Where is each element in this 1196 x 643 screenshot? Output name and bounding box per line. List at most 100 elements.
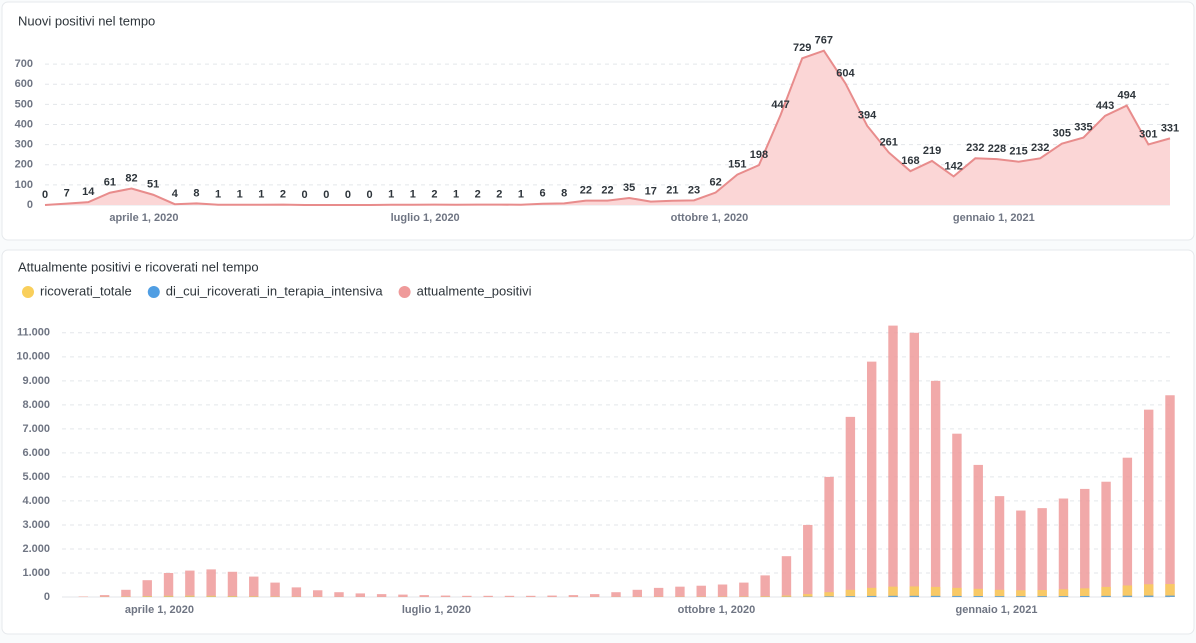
bar [1080,489,1089,597]
bar [952,588,961,597]
bar [888,587,897,597]
data-label: 215 [1009,146,1027,158]
data-label: 21 [666,185,678,197]
data-label: 23 [688,184,700,196]
y-tick-label: 500 [15,98,33,110]
data-label: 1 [215,189,221,201]
legend-label: attualmente_positivi [417,283,532,298]
bar [782,596,791,597]
y-tick-label: 100 [15,179,33,191]
data-label: 1 [388,189,394,201]
bar [1080,588,1089,597]
bar [824,596,833,597]
data-label: 2 [431,189,437,201]
bar [803,594,812,597]
y-tick-label: 4.000 [22,495,50,507]
y-tick-label: 11.000 [17,327,50,339]
bar [462,596,471,597]
data-label: 0 [323,189,329,201]
bar [1123,596,1132,597]
x-tick-label: gennaio 1, 2021 [953,212,1035,224]
data-label: 4 [172,188,179,200]
bar [633,590,642,597]
bar [760,575,769,597]
bar [1144,596,1153,597]
bar [547,596,556,597]
data-label: 2 [475,189,481,201]
y-tick-label: 10.000 [16,351,50,363]
bar [846,590,855,597]
bar [121,590,130,597]
data-label: 2 [496,189,502,201]
bar [1165,596,1174,597]
bar [143,580,152,597]
data-label: 494 [1118,89,1137,101]
data-label: 14 [82,186,95,198]
bar [1016,590,1025,597]
x-tick-label: aprile 1, 2020 [125,604,194,616]
bar [888,596,897,597]
data-label: 8 [561,187,567,199]
data-label: 394 [858,110,877,122]
bar [974,596,983,597]
data-label: 1 [237,189,243,201]
chart-title: Nuovi positivi nel tempo [18,13,155,28]
bar [1165,395,1174,597]
data-label: 305 [1053,128,1071,140]
data-label: 22 [580,184,592,196]
bar [803,525,812,597]
data-label: 51 [147,179,159,191]
data-label: 0 [302,189,308,201]
legend-label: di_cui_ricoverati_in_terapia_intensiva [166,283,384,298]
data-label: 232 [966,142,984,154]
bar [1037,596,1046,597]
bar [505,596,514,597]
y-tick-label: 0 [27,199,33,211]
bar [931,596,940,597]
y-tick-label: 2.000 [22,543,50,555]
bar [931,381,940,597]
bar [526,596,535,597]
legend-marker [148,286,160,298]
y-tick-label: 8.000 [22,399,50,411]
bar [952,596,961,597]
bar [398,595,407,597]
bar [867,596,876,597]
x-tick-label: luglio 1, 2020 [391,212,460,224]
bar [1059,499,1068,597]
x-tick-label: gennaio 1, 2021 [956,604,1038,616]
data-label: 8 [193,187,199,199]
bar [313,590,322,597]
bar [974,465,983,597]
bar [228,572,237,597]
data-label: 17 [645,185,657,197]
bar [718,585,727,597]
data-label: 168 [901,155,919,167]
bar [1016,596,1025,597]
data-label: 62 [710,176,722,188]
bar [1123,458,1132,597]
bar [185,596,194,597]
data-label: 331 [1161,122,1179,134]
x-tick-label: ottobre 1, 2020 [678,604,756,616]
y-tick-label: 1.000 [22,567,50,579]
data-label: 767 [815,35,833,47]
data-label: 82 [125,172,137,184]
legend-label: ricoverati_totale [40,283,132,298]
bar [1059,589,1068,597]
data-label: 35 [623,182,635,194]
data-label: 2 [280,189,286,201]
bar [1165,584,1174,597]
bar [1144,410,1153,597]
bar [867,588,876,597]
bar [611,592,620,597]
bar [356,593,365,597]
data-label: 0 [42,189,48,201]
data-label: 604 [836,67,855,79]
bar [995,590,1004,597]
bar [1123,585,1132,597]
bar [270,583,279,597]
bar [654,588,663,597]
data-label: 729 [793,42,811,54]
